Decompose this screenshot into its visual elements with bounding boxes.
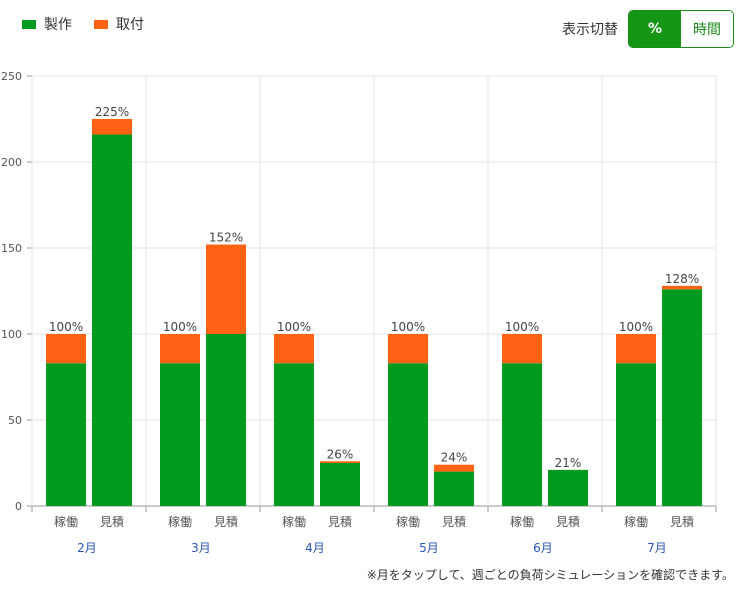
- display-toggle-label: 表示切替: [562, 22, 618, 38]
- bar-total-label: 21%: [555, 456, 582, 470]
- bar-total-label: 100%: [619, 320, 653, 334]
- bar-segment-toritsuke: [388, 334, 428, 364]
- y-tick-label: 100: [1, 328, 22, 341]
- y-tick-label: 0: [15, 500, 22, 513]
- bar-segment-seisaku: [548, 469, 588, 506]
- legend: 製作 取付: [22, 14, 166, 34]
- bar-category-label: 稼働: [624, 514, 648, 529]
- bar-segment-seisaku: [320, 463, 360, 506]
- toggle-hours-button[interactable]: 時間: [681, 11, 733, 47]
- bar-segment-seisaku: [92, 134, 132, 507]
- bar-segment-seisaku: [388, 363, 428, 506]
- y-tick-label: 50: [8, 414, 22, 427]
- bar-segment-toritsuke: [616, 334, 656, 364]
- legend-item-toritsuke[interactable]: 取付: [94, 14, 144, 34]
- bar-total-label: 26%: [327, 447, 354, 461]
- bar-segment-toritsuke: [502, 334, 542, 364]
- bar-category-label: 稼働: [168, 514, 192, 529]
- display-toggle-area: 表示切替 % 時間: [562, 10, 734, 48]
- bar-segment-toritsuke: [434, 464, 474, 472]
- bar-category-label: 見積: [670, 514, 694, 529]
- legend-label-seisaku: 製作: [44, 17, 72, 33]
- bar-segment-seisaku: [46, 363, 86, 506]
- legend-swatch-toritsuke: [94, 19, 108, 29]
- legend-swatch-seisaku: [22, 19, 36, 29]
- bar-segment-toritsuke: [92, 119, 132, 135]
- display-toggle: % 時間: [628, 10, 734, 48]
- bar-segment-seisaku: [662, 289, 702, 506]
- bar-total-label: 24%: [441, 451, 468, 465]
- toggle-percent-button[interactable]: %: [629, 11, 681, 47]
- y-tick-label: 200: [1, 156, 22, 169]
- bar-category-label: 見積: [214, 514, 238, 529]
- y-tick-label: 250: [1, 70, 22, 83]
- bar-segment-seisaku: [434, 471, 474, 506]
- bar-total-label: 225%: [95, 105, 129, 119]
- bar-category-label: 稼働: [510, 514, 534, 529]
- legend-item-seisaku[interactable]: 製作: [22, 14, 72, 34]
- bar-segment-seisaku: [616, 363, 656, 506]
- bar-segment-seisaku: [502, 363, 542, 506]
- month-label[interactable]: 5月: [419, 541, 439, 555]
- bar-category-label: 稼働: [396, 514, 420, 529]
- bar-segment-toritsuke: [274, 334, 314, 364]
- bar-segment-seisaku: [274, 363, 314, 506]
- bar-category-label: 見積: [100, 514, 124, 529]
- month-label[interactable]: 2月: [77, 541, 97, 555]
- bar-total-label: 128%: [665, 272, 699, 286]
- bar-category-label: 見積: [328, 514, 352, 529]
- bar-segment-toritsuke: [320, 461, 360, 463]
- bar-total-label: 100%: [163, 320, 197, 334]
- bar-category-label: 稼働: [282, 514, 306, 529]
- bar-segment-seisaku: [206, 334, 246, 506]
- bar-total-label: 152%: [209, 231, 243, 245]
- bar-category-label: 見積: [442, 514, 466, 529]
- month-label[interactable]: 6月: [533, 541, 553, 555]
- legend-label-toritsuke: 取付: [116, 17, 144, 33]
- bar-total-label: 100%: [505, 320, 539, 334]
- bar-segment-toritsuke: [46, 334, 86, 364]
- bar-segment-toritsuke: [206, 244, 246, 334]
- bar-category-label: 稼働: [54, 514, 78, 529]
- bar-segment-seisaku: [160, 363, 200, 506]
- bar-segment-toritsuke: [160, 334, 200, 364]
- bar-category-label: 見積: [556, 514, 580, 529]
- month-label[interactable]: 3月: [191, 541, 211, 555]
- month-label[interactable]: 7月: [647, 541, 667, 555]
- month-label[interactable]: 4月: [305, 541, 325, 555]
- bar-segment-toritsuke: [662, 285, 702, 290]
- bar-total-label: 100%: [49, 320, 83, 334]
- y-tick-label: 150: [1, 242, 22, 255]
- bar-total-label: 100%: [277, 320, 311, 334]
- footnote: ※月をタップして、週ごとの負荷シミュレーションを確認できます。: [366, 568, 734, 582]
- bar-total-label: 100%: [391, 320, 425, 334]
